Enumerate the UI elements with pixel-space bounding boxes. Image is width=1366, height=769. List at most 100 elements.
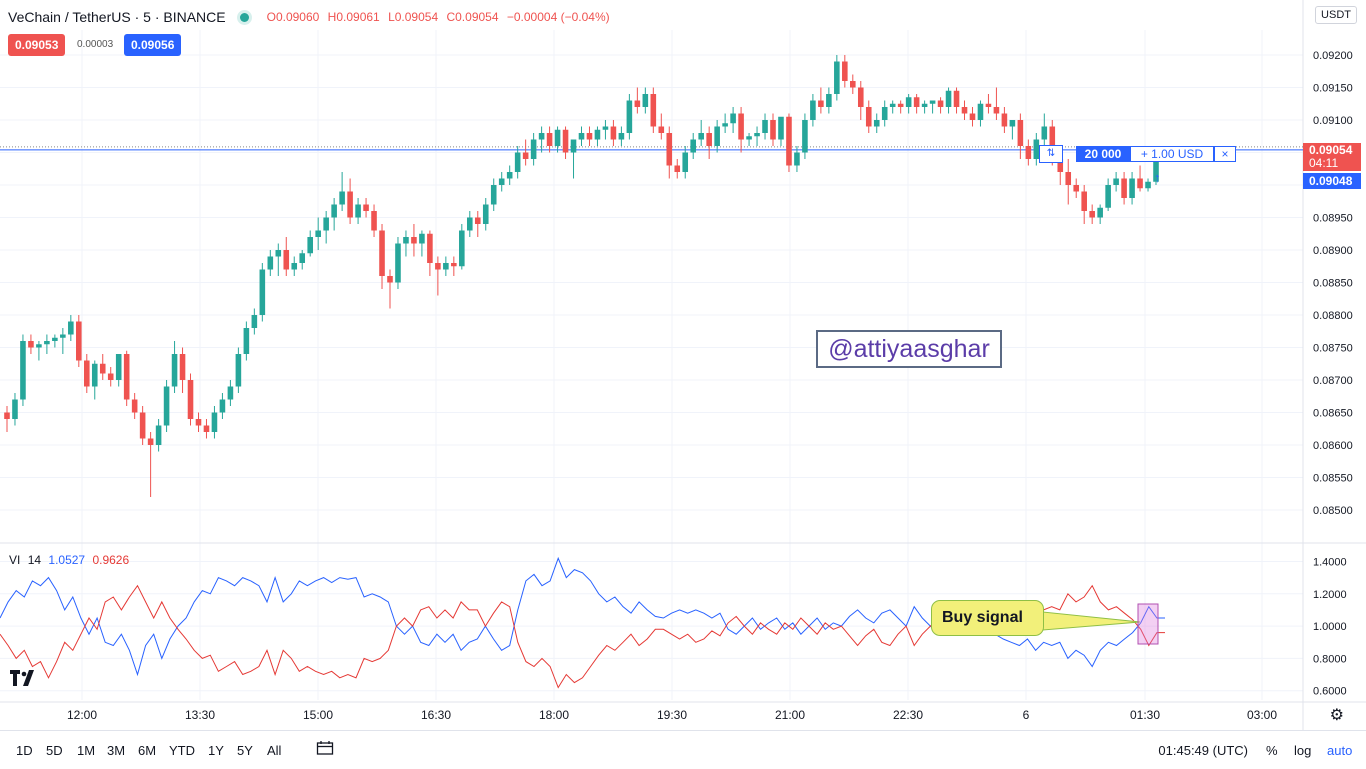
price-tick-label: 0.08950 bbox=[1313, 213, 1353, 225]
candle-body bbox=[371, 211, 377, 231]
candle-body bbox=[235, 354, 242, 387]
candle-body bbox=[203, 425, 210, 432]
author-watermark: @attiyaasghar bbox=[816, 330, 1002, 368]
vi-plus-value: 1.0527 bbox=[48, 553, 86, 567]
candle-body bbox=[873, 120, 880, 127]
range-ytd[interactable]: YTD bbox=[169, 743, 195, 758]
close-position-button[interactable]: × bbox=[1214, 146, 1236, 162]
candle-body bbox=[610, 126, 617, 140]
candle-body bbox=[1089, 211, 1095, 218]
time-tick-label: 16:30 bbox=[421, 708, 451, 722]
ohlc-values: O0.09060 H0.09061 L0.09054 C0.09054 −0.0… bbox=[267, 10, 615, 24]
candle-body bbox=[1017, 120, 1024, 146]
candle-body bbox=[666, 133, 673, 166]
last-price-tag: 0.09054 04:11 bbox=[1303, 143, 1361, 171]
candle-body bbox=[730, 113, 736, 124]
tradingview-logo-icon[interactable] bbox=[10, 670, 38, 690]
vi-tick-label: 0.8000 bbox=[1313, 653, 1347, 665]
log-scale-toggle[interactable]: log bbox=[1294, 743, 1312, 758]
candle-body bbox=[834, 61, 840, 94]
candle-body bbox=[195, 419, 202, 426]
candle-body bbox=[259, 269, 266, 315]
time-tick-label: 15:00 bbox=[303, 708, 333, 722]
candle-body bbox=[355, 204, 361, 218]
position-quantity[interactable]: 20 000 bbox=[1076, 146, 1130, 162]
candle-body bbox=[347, 191, 353, 218]
candle-body bbox=[227, 386, 234, 400]
percent-scale-toggle[interactable]: % bbox=[1266, 743, 1278, 758]
range-1m[interactable]: 1M bbox=[77, 743, 96, 758]
vi-tick-label: 1.2000 bbox=[1313, 589, 1347, 601]
vi-tick-label: 1.0000 bbox=[1313, 621, 1347, 633]
candle-body bbox=[826, 94, 832, 107]
candle-body bbox=[379, 230, 385, 276]
candle-body bbox=[211, 412, 218, 432]
currency-selector[interactable]: USDT bbox=[1315, 6, 1357, 24]
time-tick-label: 19:30 bbox=[657, 708, 687, 722]
settings-gear-icon[interactable]: ⚙ bbox=[1329, 707, 1344, 724]
range-3m[interactable]: 3M bbox=[107, 743, 126, 758]
time-tick-label: 18:00 bbox=[539, 708, 569, 722]
candle-body bbox=[977, 103, 984, 120]
candle-body bbox=[794, 152, 800, 166]
vi-indicator-legend[interactable]: VI 14 1.0527 0.9626 bbox=[9, 553, 129, 567]
range-all[interactable]: All bbox=[267, 743, 282, 758]
time-tick-label: 21:00 bbox=[775, 708, 805, 722]
price-tick-label: 0.09200 bbox=[1313, 50, 1353, 62]
range-1y[interactable]: 1Y bbox=[208, 743, 224, 758]
candle-body bbox=[443, 263, 449, 270]
buy-button[interactable]: 0.09056 bbox=[124, 34, 182, 56]
high-value: H0.09061 bbox=[327, 10, 380, 24]
time-tick-label: 6 bbox=[1023, 708, 1030, 722]
bar-countdown: 04:11 bbox=[1309, 156, 1339, 170]
candle-body bbox=[395, 243, 401, 283]
range-1d[interactable]: 1D bbox=[16, 743, 33, 758]
candle-body bbox=[171, 354, 178, 387]
symbol-title[interactable]: VeChain / TetherUS · 5 · BINANCE bbox=[8, 9, 226, 25]
candle-body bbox=[1057, 159, 1064, 172]
candle-body bbox=[746, 136, 752, 140]
auto-scale-toggle[interactable]: auto bbox=[1327, 743, 1353, 758]
candle-body bbox=[570, 139, 577, 153]
candle-body bbox=[778, 116, 784, 140]
signal-highlight-box bbox=[1137, 603, 1159, 645]
close-value: C0.09054 bbox=[446, 10, 499, 24]
vi-tick-label: 0.6000 bbox=[1313, 686, 1347, 698]
candle-body bbox=[91, 363, 98, 387]
candle-body bbox=[993, 107, 1000, 114]
goto-date-icon[interactable] bbox=[316, 740, 334, 759]
market-status-dot bbox=[239, 12, 249, 22]
price-tick-label: 0.09150 bbox=[1313, 83, 1353, 95]
vi-tick-label: 1.4000 bbox=[1313, 557, 1347, 569]
candle-body bbox=[28, 341, 34, 348]
candle-body bbox=[1041, 126, 1048, 140]
price-tick-label: 0.08650 bbox=[1313, 408, 1353, 420]
spread-value: 0.00003 bbox=[77, 39, 114, 50]
range-5y[interactable]: 5Y bbox=[237, 743, 253, 758]
reverse-position-button[interactable]: ⇅ bbox=[1039, 145, 1063, 163]
candle-body bbox=[163, 386, 170, 426]
candle-body bbox=[307, 237, 313, 254]
candle-body bbox=[913, 97, 920, 107]
candle-body bbox=[618, 133, 625, 140]
range-5d[interactable]: 5D bbox=[46, 743, 63, 758]
candle-body bbox=[4, 412, 10, 419]
candle-body bbox=[722, 123, 728, 127]
candle-body bbox=[107, 373, 114, 380]
price-tick-label: 0.09100 bbox=[1313, 115, 1353, 127]
candle-body bbox=[546, 133, 553, 146]
candle-body bbox=[123, 354, 130, 400]
range-6m[interactable]: 6M bbox=[138, 743, 157, 758]
candle-body bbox=[44, 341, 50, 345]
candle-body bbox=[754, 133, 760, 137]
utc-clock[interactable]: 01:45:49 (UTC) bbox=[1158, 743, 1248, 758]
sell-button[interactable]: 0.09053 bbox=[8, 34, 66, 56]
candle-body bbox=[36, 344, 42, 348]
candle-body bbox=[411, 237, 417, 244]
symbol-legend: VeChain / TetherUS · 5 · BINANCE O0.0906… bbox=[8, 9, 615, 25]
candle-body bbox=[219, 399, 226, 413]
candle-body bbox=[530, 139, 537, 159]
candle-body bbox=[1073, 185, 1080, 192]
candle-body bbox=[562, 129, 569, 153]
